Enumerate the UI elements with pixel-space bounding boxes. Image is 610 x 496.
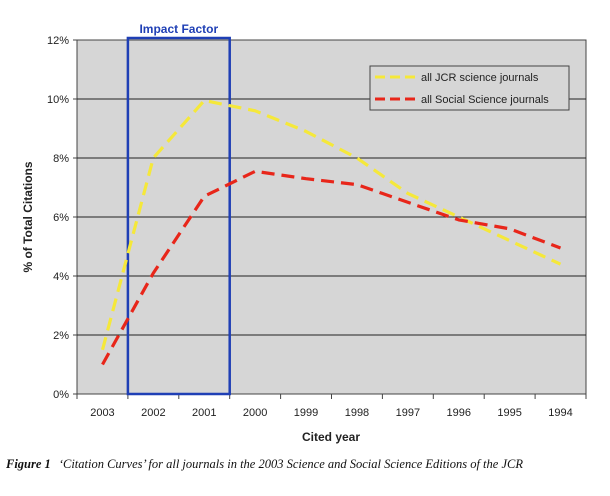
x-tick-label: 1998 <box>345 407 369 419</box>
series-lines <box>100 98 562 366</box>
y-axis-title: % of Total Citations <box>21 161 35 272</box>
x-axis-title: Cited year <box>302 430 360 444</box>
series-line-science <box>100 98 562 351</box>
y-tick-label: 8% <box>53 153 69 165</box>
legend-box <box>369 65 570 111</box>
citation-curves-chart: 0% 2% 4% 6% 8% 10% 12% 2003 2002 2001 2000 1999 199… <box>21 22 587 444</box>
legend-label-social-science: all Social Science journals <box>421 94 549 106</box>
y-axis-ticks: 0% 2% 4% 6% 8% 10% 12% <box>47 35 77 401</box>
x-tick-label: 2000 <box>243 407 267 419</box>
y-tick-label: 0% <box>53 389 69 401</box>
y-tick-label: 2% <box>53 330 69 342</box>
x-tick-label: 2001 <box>192 407 216 419</box>
x-tick-label: 2002 <box>141 407 165 419</box>
impact-factor-label: Impact Factor <box>139 22 218 36</box>
impact-factor-box <box>126 36 231 396</box>
y-tick-label: 4% <box>53 271 69 283</box>
y-tick-label: 10% <box>47 94 69 106</box>
figure-caption-text: ‘Citation Curves’ for all journals in th… <box>58 457 523 471</box>
figure-caption: Figure 1 ‘Citation Curves’ for all journa… <box>6 456 604 473</box>
x-tick-label: 1995 <box>497 407 521 419</box>
x-tick-label: 2003 <box>90 407 114 419</box>
x-axis-ticks: 2003 2002 2001 2000 1999 1998 1997 1996 1995 1994 <box>76 394 587 419</box>
figure-label: Figure 1 <box>6 457 51 471</box>
legend: all JCR science journals all Social Scie… <box>369 65 570 111</box>
y-tick-label: 12% <box>47 35 69 47</box>
y-tick-label: 6% <box>53 212 69 224</box>
series-line-social-science <box>101 169 562 366</box>
x-tick-label: 1994 <box>548 407 572 419</box>
x-tick-label: 1997 <box>396 407 420 419</box>
x-tick-label: 1999 <box>294 407 318 419</box>
legend-label-science: all JCR science journals <box>421 72 539 84</box>
x-tick-label: 1996 <box>447 407 471 419</box>
